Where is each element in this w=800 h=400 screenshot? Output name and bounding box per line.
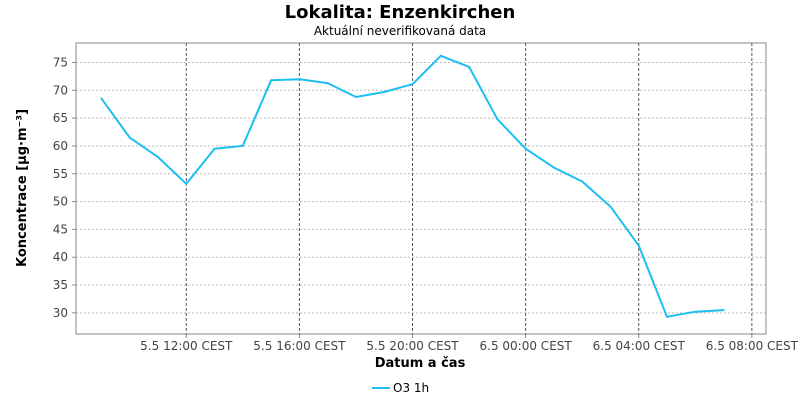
y-tick-label: 50: [53, 195, 68, 209]
x-tick-label: 5.5 12:00 CEST: [140, 339, 233, 353]
y-tick-label: 70: [53, 83, 68, 97]
data-point: [100, 97, 103, 100]
grid: [76, 43, 766, 334]
data-point: [439, 54, 442, 57]
x-axis-label: Datum a čas: [375, 356, 466, 371]
x-axis-ticks: 5.5 12:00 CEST 5.5 16:00 CEST 5.5 20:00 CE…: [140, 334, 799, 353]
data-point: [496, 118, 499, 121]
y-tick-label: 35: [53, 278, 68, 292]
y-tick-label: 40: [53, 250, 68, 264]
x-tick-label: 5.5 20:00 CEST: [366, 339, 459, 353]
y-tick-label: 45: [53, 222, 68, 236]
data-point: [354, 95, 357, 98]
y-axis-label: Koncentrace [µg·m⁻³]: [15, 109, 30, 267]
x-tick-label: 5.5 16:00 CEST: [253, 339, 346, 353]
y-tick-label: 75: [53, 55, 68, 69]
data-point: [609, 205, 612, 208]
y-tick-label: 55: [53, 167, 68, 181]
data-point: [213, 147, 216, 150]
y-tick-label: 30: [53, 306, 68, 320]
data-point: [722, 309, 725, 312]
data-point: [637, 244, 640, 247]
data-point: [581, 180, 584, 183]
data-point: [241, 144, 244, 147]
data-point: [552, 166, 555, 169]
data-point: [270, 79, 273, 82]
y-tick-label: 60: [53, 139, 68, 153]
data-point: [468, 65, 471, 68]
series-layer: [100, 54, 725, 318]
data-point: [128, 136, 131, 139]
y-tick-label: 65: [53, 111, 68, 125]
y-axis-ticks: 30 35 40 45 50 55 60 65 70 75: [53, 55, 76, 320]
x-tick-label: 6.5 00:00 CEST: [480, 339, 573, 353]
data-point: [298, 78, 301, 81]
legend-label: O3 1h: [393, 381, 429, 395]
data-point: [185, 182, 188, 185]
data-point: [694, 310, 697, 313]
data-point: [524, 147, 527, 150]
legend: O3 1h: [372, 381, 429, 395]
x-tick-label: 6.5 08:00 CEST: [706, 339, 799, 353]
data-point: [666, 315, 669, 318]
data-point: [383, 90, 386, 93]
plot-area: [75, 42, 767, 335]
data-point: [326, 82, 329, 85]
data-point: [411, 83, 414, 86]
chart-title: Lokalita: Enzenkirchen: [285, 2, 516, 23]
chart-subtitle: Aktuální neverifikovaná data: [314, 24, 486, 38]
x-tick-label: 6.5 04:00 CEST: [593, 339, 686, 353]
data-point: [157, 156, 160, 159]
